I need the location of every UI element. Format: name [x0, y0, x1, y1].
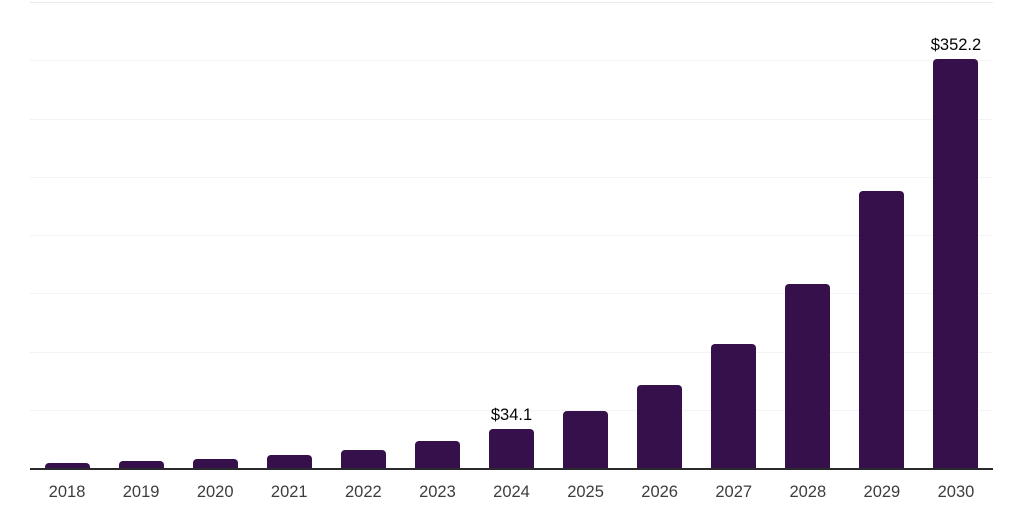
plot-area: $34.1 $352.2 [30, 2, 993, 469]
x-tick-2027: 2027 [715, 483, 753, 501]
x-tick-2023: 2023 [419, 483, 456, 501]
x-axis: 2018 2019 2020 2021 2022 2023 2024 2025 2026 2027… [30, 484, 993, 508]
x-tick-2028: 2028 [789, 483, 827, 501]
x-tick-2018: 2018 [48, 483, 86, 501]
bar-2024 [489, 429, 534, 469]
x-tick-2029: 2029 [863, 483, 901, 501]
bar-2020 [192, 458, 238, 469]
bar-2019 [118, 461, 164, 469]
x-axis-line [30, 468, 993, 470]
x-tick-2019: 2019 [122, 483, 160, 501]
x-tick-2030: 2030 [937, 483, 975, 501]
data-label-2024: $34.1 [490, 406, 533, 425]
x-tick-2020: 2020 [196, 483, 234, 501]
bar-2022 [340, 450, 386, 469]
gridline-350 [30, 60, 993, 62]
bar-2026 [637, 385, 683, 469]
bar-2018 [44, 463, 90, 469]
bar-2025 [563, 411, 609, 469]
bar-2027 [711, 344, 757, 469]
x-tick-2021: 2021 [270, 483, 308, 501]
gridline-50 [30, 409, 993, 411]
x-tick-2025: 2025 [567, 483, 604, 501]
gridline-100 [30, 351, 993, 353]
bar-2030 [933, 58, 979, 469]
bar-2021 [266, 454, 312, 469]
x-tick-2022: 2022 [344, 483, 382, 501]
bar-2023 [414, 441, 460, 469]
data-label-2030: $352.2 [930, 35, 982, 54]
x-tick-2024: 2024 [493, 483, 530, 501]
gridline-150 [30, 293, 993, 295]
gridline-200 [30, 235, 993, 236]
bar-2029 [859, 191, 905, 469]
bar-2028 [785, 283, 831, 469]
x-tick-2026: 2026 [641, 483, 678, 501]
gridline-250 [30, 176, 993, 178]
gridline-300 [30, 118, 993, 120]
